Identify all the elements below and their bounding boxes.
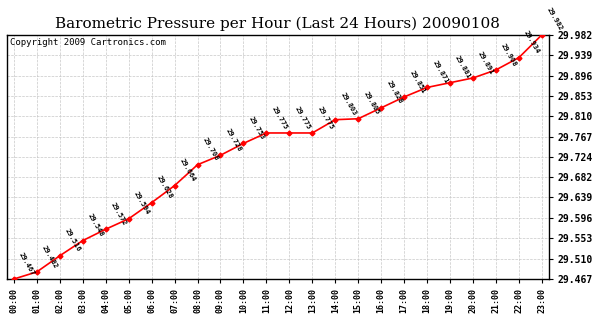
Text: 29.828: 29.828 xyxy=(385,80,403,105)
Text: Copyright 2009 Cartronics.com: Copyright 2009 Cartronics.com xyxy=(10,38,166,47)
Text: 29.708: 29.708 xyxy=(202,137,220,162)
Text: 29.516: 29.516 xyxy=(64,228,82,253)
Text: 29.775: 29.775 xyxy=(316,105,334,130)
Text: 29.881: 29.881 xyxy=(454,55,472,80)
Text: 29.805: 29.805 xyxy=(362,91,380,116)
Text: 29.467: 29.467 xyxy=(18,251,36,276)
Text: 29.728: 29.728 xyxy=(224,127,242,152)
Text: 29.753: 29.753 xyxy=(248,116,266,140)
Text: 29.891: 29.891 xyxy=(477,50,495,75)
Text: 29.871: 29.871 xyxy=(431,60,449,85)
Text: 29.982: 29.982 xyxy=(546,7,564,32)
Text: 29.908: 29.908 xyxy=(500,42,518,67)
Text: 29.934: 29.934 xyxy=(523,30,541,55)
Title: Barometric Pressure per Hour (Last 24 Hours) 20090108: Barometric Pressure per Hour (Last 24 Ho… xyxy=(55,16,500,31)
Text: 29.851: 29.851 xyxy=(409,69,426,94)
Text: 29.548: 29.548 xyxy=(87,213,105,238)
Text: 29.482: 29.482 xyxy=(41,244,59,269)
Text: 29.803: 29.803 xyxy=(340,92,358,117)
Text: 29.572: 29.572 xyxy=(110,201,128,227)
Text: 29.775: 29.775 xyxy=(271,105,289,130)
Text: 29.664: 29.664 xyxy=(179,158,197,183)
Text: 29.628: 29.628 xyxy=(156,175,173,200)
Text: 29.594: 29.594 xyxy=(133,191,151,216)
Text: 29.775: 29.775 xyxy=(293,105,311,130)
